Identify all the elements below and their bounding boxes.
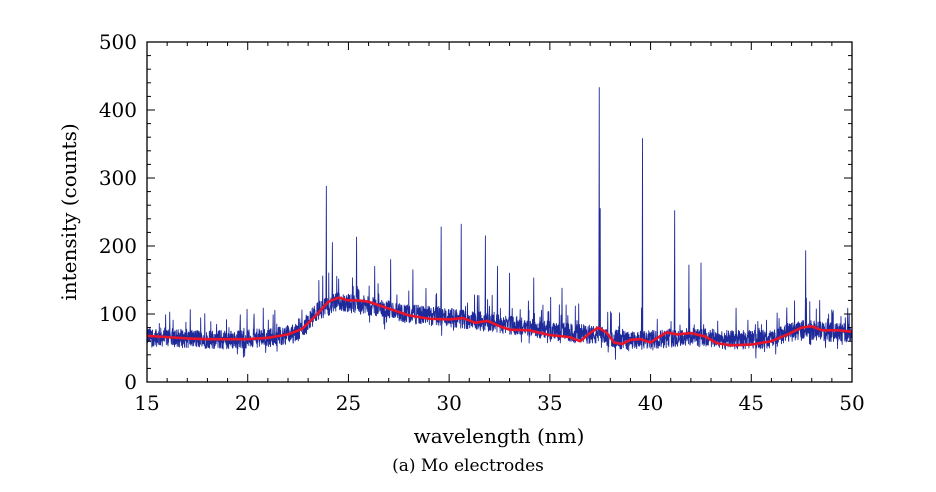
y-tick-label: 300 bbox=[99, 166, 137, 190]
x-tick-label: 50 bbox=[839, 391, 864, 415]
x-tick-label: 20 bbox=[235, 391, 260, 415]
series-layer bbox=[147, 87, 852, 360]
y-tick-label: 500 bbox=[99, 30, 137, 54]
raw-spectrum-line bbox=[147, 87, 852, 360]
x-tick-label: 45 bbox=[739, 391, 764, 415]
ticks-layer bbox=[146, 41, 853, 383]
x-tick-label: 15 bbox=[134, 391, 159, 415]
smoothed-spectrum-line bbox=[147, 296, 852, 347]
y-tick-label: 200 bbox=[99, 234, 137, 258]
plot-frame bbox=[146, 41, 853, 383]
x-tick-label: 35 bbox=[537, 391, 562, 415]
x-axis-label: wavelength (nm) bbox=[414, 424, 585, 448]
x-tick-label: 25 bbox=[336, 391, 361, 415]
figure-caption: (a) Mo electrodes bbox=[392, 456, 544, 476]
y-tick-label: 0 bbox=[124, 370, 137, 394]
y-tick-label: 400 bbox=[99, 98, 137, 122]
x-tick-label: 40 bbox=[638, 391, 663, 415]
y-axis-label: intensity (counts) bbox=[57, 123, 81, 300]
x-tick-label: 30 bbox=[436, 391, 461, 415]
y-tick-label: 100 bbox=[99, 302, 137, 326]
